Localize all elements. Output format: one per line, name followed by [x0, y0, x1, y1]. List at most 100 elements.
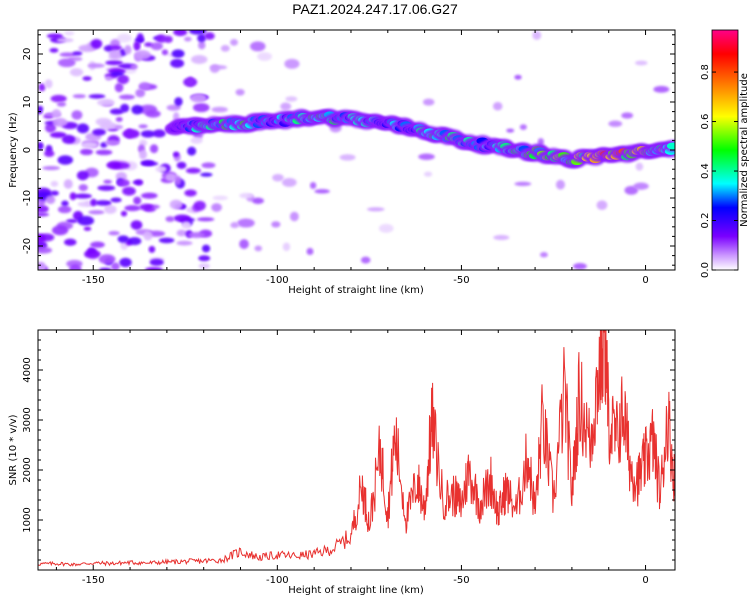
spectrogram-noise-cell [59, 52, 76, 57]
spectrogram-noise-cell [103, 179, 113, 184]
spectrogram-noise-cell [173, 112, 180, 122]
spectrogram-noise-cell [289, 211, 299, 222]
spectrogram-y-tick-label: 0 [22, 147, 33, 153]
spectrogram-noise-cell [118, 94, 135, 100]
spectrogram-noise-cell [196, 217, 215, 222]
spectrogram-noise-cell [633, 182, 649, 190]
spectrogram-noise-cell [201, 244, 211, 253]
snr-y-axis: 1000 2000 3000 4000 [22, 329, 675, 571]
spectrogram-noise-cell [285, 96, 298, 102]
spectrogram-noise-cell [239, 192, 254, 199]
spectrogram-noise-cell [149, 144, 159, 154]
spectrogram-x-tick-label: -100 [266, 275, 289, 286]
spectrogram-noise-cell [187, 146, 197, 156]
spectrogram-noise-cell [141, 192, 158, 199]
spectrogram-noise-cell [573, 263, 587, 270]
spectrogram-noise-cell [139, 203, 154, 211]
spectrogram-noise-cell [97, 185, 116, 191]
spectrogram-noise-cell [144, 42, 153, 47]
spectrogram-noise-cell [198, 41, 206, 50]
spectrogram-noise-cell [189, 30, 207, 35]
spectrogram-noise-cell [174, 97, 183, 107]
spectrogram-noise-cell [87, 63, 105, 68]
spectrogram-noise-cell [280, 102, 292, 111]
spectrogram-noise-cell [197, 33, 206, 43]
spectrogram-noise-cell [185, 167, 201, 174]
spectrogram-noise-cell [130, 64, 138, 70]
spectrogram-noise-cell [140, 159, 155, 166]
spectrogram-noise-cell [121, 68, 137, 74]
spectrogram-noise-cell [110, 197, 122, 203]
colorbar-tick-label: 0.6 [700, 114, 711, 130]
spectrogram-noise-cell [38, 83, 46, 92]
spectrogram-noise-cell [83, 226, 92, 231]
spectrogram-noise-cell [230, 222, 240, 229]
spectrogram-noise-cell [193, 200, 206, 211]
spectrogram-noise-cell [366, 207, 385, 212]
spectrogram-noise-cell [124, 44, 132, 55]
spectrogram-noise-cell [78, 44, 96, 53]
spectrogram-noise-cell [90, 38, 103, 49]
spectrogram-noise-cell [44, 123, 57, 133]
spectrogram-noise-cell [120, 103, 130, 113]
spectrogram-noise-cell [139, 149, 147, 160]
snr-x-tick-label: -100 [266, 575, 289, 586]
spectrogram-ridge-cell [666, 142, 675, 150]
spectrogram-noise-cell [250, 41, 266, 52]
spectrogram-noise-cell [165, 173, 178, 182]
spectrogram-noise-cell [50, 180, 59, 187]
spectrogram-noise-cell [284, 58, 300, 69]
spectrogram-noise-cell [76, 170, 89, 181]
spectrogram-noise-cell [99, 267, 112, 270]
spectrogram-noise-cell [134, 50, 151, 60]
spectrogram-noise-cell [169, 199, 183, 210]
colorbar-gradient [711, 29, 739, 271]
spectrogram-noise-cell [539, 252, 548, 258]
snr-x-axis: -150 -100 -50 0 [55, 330, 649, 586]
spectrogram-noise-cell [124, 205, 141, 212]
colorbar-tick-label: 0.2 [700, 213, 711, 229]
spectrogram-noise-cell [138, 124, 148, 129]
spectrogram-noise-cell [81, 142, 98, 149]
spectrogram-noise-cell [492, 102, 503, 111]
spectrogram-noise-cell [230, 39, 238, 46]
spectrogram-noise-cell [171, 49, 185, 58]
snr-x-tick-label: -50 [453, 575, 469, 586]
spectrogram-noise-cell [56, 101, 67, 107]
spectrogram-noise-cell [94, 200, 112, 206]
spectrogram-noise-cell [73, 193, 92, 199]
spectrogram-y-tick-label: 20 [22, 48, 33, 61]
spectrogram-noise-cell [77, 201, 95, 207]
spectrogram-noise-cell [257, 52, 273, 61]
spectrogram-noise-cell [422, 98, 435, 106]
spectrogram-noise-cell [152, 129, 166, 138]
spectrogram-x-tick-label: 0 [642, 275, 648, 286]
spectrogram-noise-cell [220, 45, 230, 52]
spectrogram-noise-cell [116, 33, 132, 43]
spectrogram-noise-cell [191, 54, 208, 64]
spectrogram-noise-cell [204, 32, 215, 40]
spectrogram-noise-cell [140, 130, 156, 138]
chart-title: PAZ1.2024.247.17.06.G27 [292, 1, 458, 17]
spectrogram-noise-cell [63, 179, 73, 189]
spectrogram-noise-cell [514, 181, 532, 187]
spectrogram-noise-cell [122, 186, 136, 196]
spectrogram-noise-cell [181, 221, 192, 230]
spectrogram-noise-cell [635, 60, 648, 66]
spectrogram-noise-cell [79, 148, 93, 156]
spectrogram-noise-cell [653, 85, 670, 93]
snr-y-tick-label: 2000 [22, 457, 33, 482]
spectrogram-noise-cell [145, 267, 163, 270]
spectrogram-noise-cell [423, 171, 433, 177]
spectrogram-noise-cell [254, 245, 263, 252]
spectrogram-noise-cell [621, 112, 634, 119]
spectrogram-noise-cell [46, 33, 63, 39]
spectrogram-noise-cell [110, 71, 124, 77]
colorbar-ticks: 0.0 0.2 0.4 0.6 0.8 [700, 64, 738, 278]
spectrogram-noise-cell [172, 151, 180, 158]
spectrogram-noise-cell [38, 233, 46, 243]
snr-y-tick-label: 3000 [22, 407, 33, 432]
spectrogram-noise-cell [138, 82, 151, 91]
spectrogram-noise-cell [209, 64, 220, 73]
